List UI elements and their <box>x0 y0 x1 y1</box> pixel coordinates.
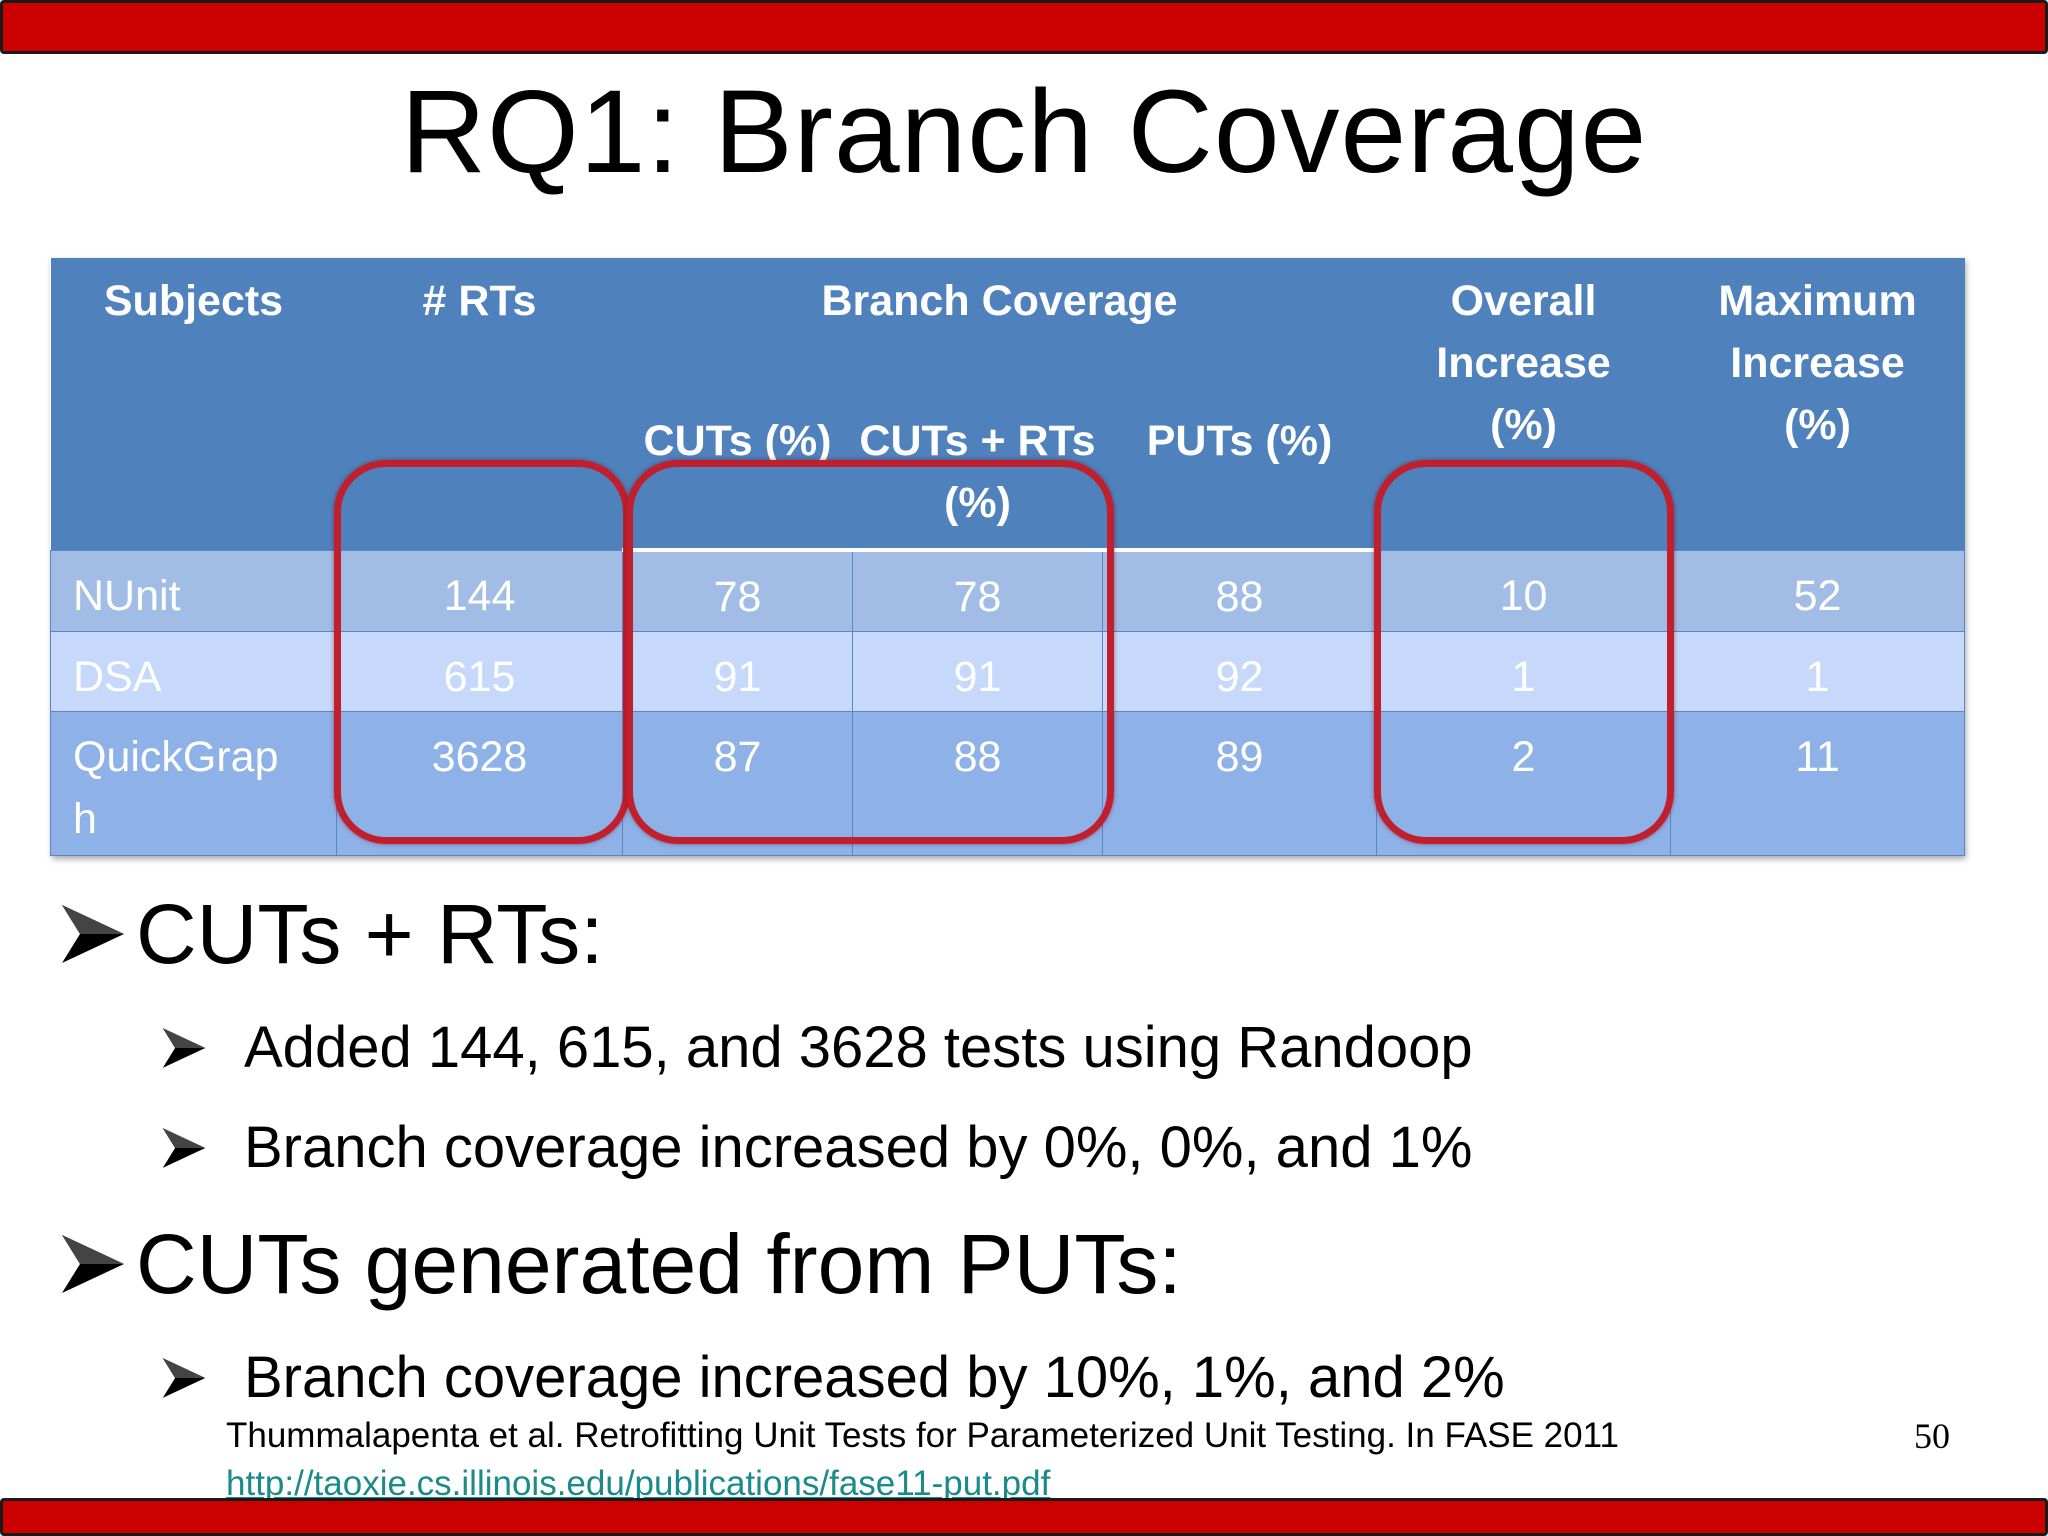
cell-puts: 88 <box>1101 549 1378 633</box>
top-red-bar <box>0 0 2048 54</box>
cell-overall: 10 <box>1376 549 1672 633</box>
bullet-text: Added 144, 615, and 3628 tests using Ran… <box>244 1015 1473 1080</box>
sub-bullet-added-tests: Added 144, 615, and 3628 tests using Ran… <box>160 1012 1473 1084</box>
cell-subject: DSA <box>50 631 337 713</box>
cell-max: 1 <box>1670 631 1966 713</box>
cell-rts: 144 <box>336 549 623 633</box>
header-overall-line1: Overall <box>1450 277 1597 325</box>
sub-bullet-coverage-increase: Branch coverage increased by 0%, 0%, and… <box>160 1112 1472 1184</box>
arrow-bullet-icon <box>162 1028 206 1068</box>
header-max-line3: (%) <box>1784 401 1851 449</box>
arrow-bullet-icon <box>62 905 124 963</box>
header-max-line2: Increase <box>1730 339 1905 387</box>
coverage-table: Subjects # RTs Branch Coverage Overall I… <box>50 258 1966 856</box>
header-maximum-increase: Maximum Increase (%) <box>1670 258 1965 550</box>
cell-cuts: 87 <box>622 711 853 856</box>
slide-title: RQ1: Branch Coverage <box>400 66 1648 198</box>
header-puts: PUTs (%) <box>1102 410 1377 552</box>
cell-overall: 1 <box>1376 631 1672 713</box>
cell-cuts-rts: 78 <box>852 549 1103 633</box>
table-row: NUnit 144 78 78 88 10 52 <box>50 549 1966 633</box>
sub-bullet-puts-increase: Branch coverage increased by 10%, 1%, an… <box>160 1342 1505 1414</box>
header-cuts-rts: CUTs + RTs (%) <box>852 410 1103 552</box>
highlight-ring-rts <box>334 460 630 844</box>
highlight-ring-cuts <box>626 460 1114 844</box>
bullet-cuts-from-puts: CUTs generated from PUTs: <box>58 1214 1182 1314</box>
cell-cuts-rts: 91 <box>852 631 1103 713</box>
page-number: 50 <box>1914 1416 1950 1456</box>
arrow-bullet-icon <box>162 1358 206 1398</box>
highlight-ring-overall <box>1374 460 1674 844</box>
citation-text: Thummalapenta et al. Retrofitting Unit T… <box>226 1416 1619 1455</box>
bottom-red-bar <box>0 1498 2048 1536</box>
header-subjects: Subjects <box>50 258 337 550</box>
header-max-line1: Maximum <box>1718 277 1917 325</box>
arrow-bullet-icon <box>62 1235 124 1293</box>
cell-subject-line1: QuickGrap <box>73 733 279 782</box>
cell-subject-line2: h <box>73 795 97 844</box>
table-row: DSA 615 91 91 92 1 1 <box>50 631 1966 713</box>
bullet-text: CUTs + RTs: <box>136 887 604 981</box>
cell-rts: 615 <box>336 631 623 713</box>
bullet-cuts-rts: CUTs + RTs: <box>58 884 604 984</box>
cell-max: 11 <box>1670 711 1966 856</box>
cell-cuts: 91 <box>622 631 853 713</box>
bullet-text: Branch coverage increased by 0%, 0%, and… <box>244 1115 1473 1180</box>
bullet-text: CUTs generated from PUTs: <box>136 1217 1182 1311</box>
header-overall-line2: Increase <box>1436 339 1611 387</box>
header-overall-line3: (%) <box>1490 401 1557 449</box>
table-row: QuickGrap h 3628 87 88 89 2 11 <box>50 711 1966 856</box>
arrow-bullet-icon <box>162 1128 206 1168</box>
header-branch-coverage: Branch Coverage <box>622 258 1377 410</box>
cell-subject: QuickGrap h <box>50 711 337 856</box>
cell-puts: 89 <box>1101 711 1378 856</box>
cell-max: 52 <box>1670 549 1966 633</box>
paper-link[interactable]: http://taoxie.cs.illinois.edu/publicatio… <box>226 1464 1051 1503</box>
cell-cuts: 78 <box>622 549 853 633</box>
bullet-text: Branch coverage increased by 10%, 1%, an… <box>244 1345 1505 1410</box>
cell-puts: 92 <box>1101 631 1378 713</box>
cell-subject: NUnit <box>50 549 337 633</box>
